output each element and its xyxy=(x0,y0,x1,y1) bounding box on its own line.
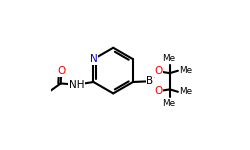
Text: Me: Me xyxy=(162,54,175,63)
Text: Me: Me xyxy=(179,66,192,75)
Text: Me: Me xyxy=(162,99,175,108)
Text: B: B xyxy=(146,76,154,86)
Text: O: O xyxy=(154,66,162,76)
Text: N: N xyxy=(90,54,97,64)
Text: O: O xyxy=(154,86,162,96)
Text: O: O xyxy=(57,66,66,76)
Text: Me: Me xyxy=(179,87,192,96)
Text: NH: NH xyxy=(69,80,84,90)
